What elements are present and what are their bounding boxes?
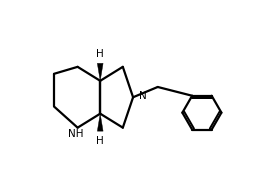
Text: N: N	[139, 91, 147, 101]
Polygon shape	[97, 63, 103, 81]
Text: H: H	[96, 49, 104, 59]
Text: NH: NH	[68, 129, 83, 139]
Text: H: H	[96, 136, 104, 146]
Polygon shape	[97, 114, 103, 131]
